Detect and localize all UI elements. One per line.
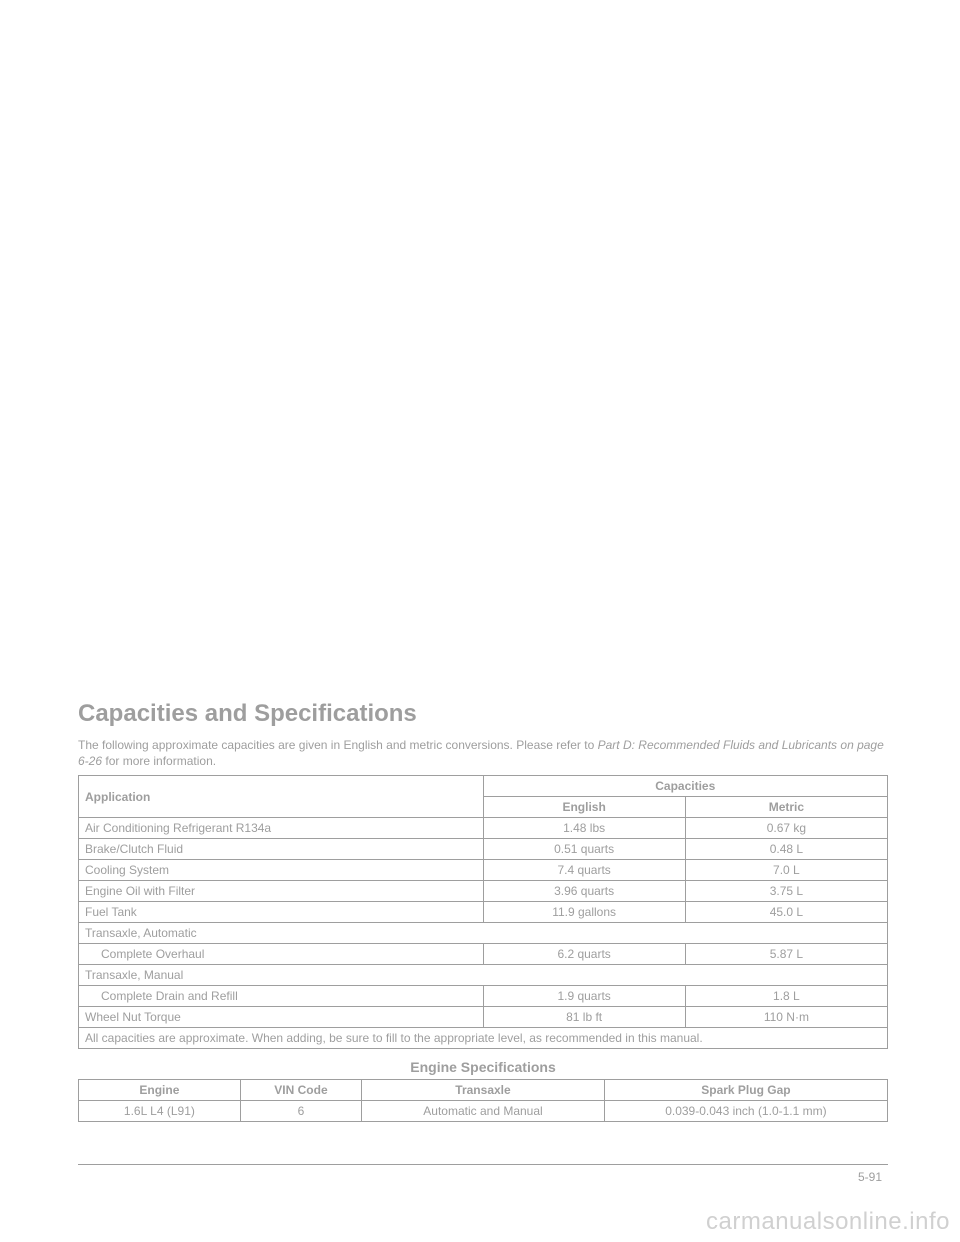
intro-text-prefix: The following approximate capacities are…: [78, 738, 598, 752]
header-metric: Metric: [685, 797, 887, 818]
table-row: Wheel Nut Torque 81 lb ft 110 N·m: [79, 1007, 888, 1028]
cell-gap: 0.039-0.043 inch (1.0-1.1 mm): [604, 1101, 887, 1122]
cell-engine: 1.6L L4 (L91): [79, 1101, 241, 1122]
table-header-row: Engine VIN Code Transaxle Spark Plug Gap: [79, 1080, 888, 1101]
header-gap: Spark Plug Gap: [604, 1080, 887, 1101]
cell-metric: 0.67 kg: [685, 818, 887, 839]
cell-english: 0.51 quarts: [483, 839, 685, 860]
table-section-row: Transaxle, Automatic: [79, 923, 888, 944]
cell-section: Transaxle, Manual: [79, 965, 888, 986]
cell-english: 1.9 quarts: [483, 986, 685, 1007]
cell-metric: 5.87 L: [685, 944, 887, 965]
header-capacities: Capacities: [483, 776, 888, 797]
capacities-table: Application Capacities English Metric Ai…: [78, 775, 888, 1049]
cell-metric: 1.8 L: [685, 986, 887, 1007]
cell-note: All capacities are approximate. When add…: [79, 1028, 888, 1049]
cell-application: Brake/Clutch Fluid: [79, 839, 484, 860]
cell-english: 81 lb ft: [483, 1007, 685, 1028]
cell-application: Air Conditioning Refrigerant R134a: [79, 818, 484, 839]
cell-section: Transaxle, Automatic: [79, 923, 888, 944]
cell-english: 1.48 lbs: [483, 818, 685, 839]
cell-metric: 110 N·m: [685, 1007, 887, 1028]
header-transaxle: Transaxle: [362, 1080, 605, 1101]
table-row: Cooling System 7.4 quarts 7.0 L: [79, 860, 888, 881]
header-english: English: [483, 797, 685, 818]
table-row: Complete Overhaul 6.2 quarts 5.87 L: [79, 944, 888, 965]
engine-spec-table: Engine VIN Code Transaxle Spark Plug Gap…: [78, 1079, 888, 1122]
cell-application: Cooling System: [79, 860, 484, 881]
page-number: 5-91: [858, 1170, 882, 1184]
cell-metric: 7.0 L: [685, 860, 887, 881]
cell-application: Engine Oil with Filter: [79, 881, 484, 902]
cell-transaxle: Automatic and Manual: [362, 1101, 605, 1122]
header-engine: Engine: [79, 1080, 241, 1101]
table-row: Fuel Tank 11.9 gallons 45.0 L: [79, 902, 888, 923]
watermark: carmanualsonline.info: [706, 1208, 950, 1236]
cell-english: 6.2 quarts: [483, 944, 685, 965]
intro-text-suffix: for more information.: [105, 754, 216, 768]
cell-application: Complete Drain and Refill: [79, 986, 484, 1007]
cell-english: 3.96 quarts: [483, 881, 685, 902]
table-row: Air Conditioning Refrigerant R134a 1.48 …: [79, 818, 888, 839]
table-row: 1.6L L4 (L91) 6 Automatic and Manual 0.0…: [79, 1101, 888, 1122]
section-heading: Capacities and Specifications: [78, 700, 888, 728]
cell-metric: 45.0 L: [685, 902, 887, 923]
page-content: Capacities and Specifications The follow…: [78, 700, 888, 1132]
header-vin: VIN Code: [240, 1080, 361, 1101]
cell-vin: 6: [240, 1101, 361, 1122]
table-note-row: All capacities are approximate. When add…: [79, 1028, 888, 1049]
table-header-row: Application Capacities: [79, 776, 888, 797]
table-row: Brake/Clutch Fluid 0.51 quarts 0.48 L: [79, 839, 888, 860]
table-row: Complete Drain and Refill 1.9 quarts 1.8…: [79, 986, 888, 1007]
cell-english: 7.4 quarts: [483, 860, 685, 881]
cell-application: Wheel Nut Torque: [79, 1007, 484, 1028]
footer-rule: [78, 1164, 888, 1165]
cell-application: Fuel Tank: [79, 902, 484, 923]
header-application: Application: [79, 776, 484, 818]
cell-metric: 3.75 L: [685, 881, 887, 902]
cell-english: 11.9 gallons: [483, 902, 685, 923]
cell-metric: 0.48 L: [685, 839, 887, 860]
engine-spec-heading: Engine Specifications: [78, 1059, 888, 1075]
intro-paragraph: The following approximate capacities are…: [78, 738, 888, 769]
cell-application: Complete Overhaul: [79, 944, 484, 965]
table-row: Engine Oil with Filter 3.96 quarts 3.75 …: [79, 881, 888, 902]
table-section-row: Transaxle, Manual: [79, 965, 888, 986]
